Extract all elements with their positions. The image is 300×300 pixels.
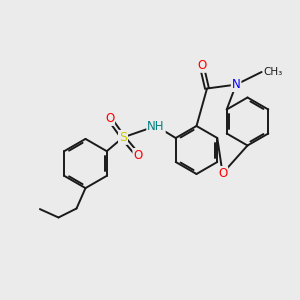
Text: NH: NH [147, 119, 165, 133]
Text: CH₃: CH₃ [263, 67, 282, 77]
Text: O: O [197, 59, 206, 72]
Text: O: O [218, 167, 227, 180]
Text: N: N [232, 78, 241, 91]
Text: O: O [105, 112, 114, 125]
Text: O: O [134, 149, 142, 162]
Text: S: S [119, 131, 127, 144]
